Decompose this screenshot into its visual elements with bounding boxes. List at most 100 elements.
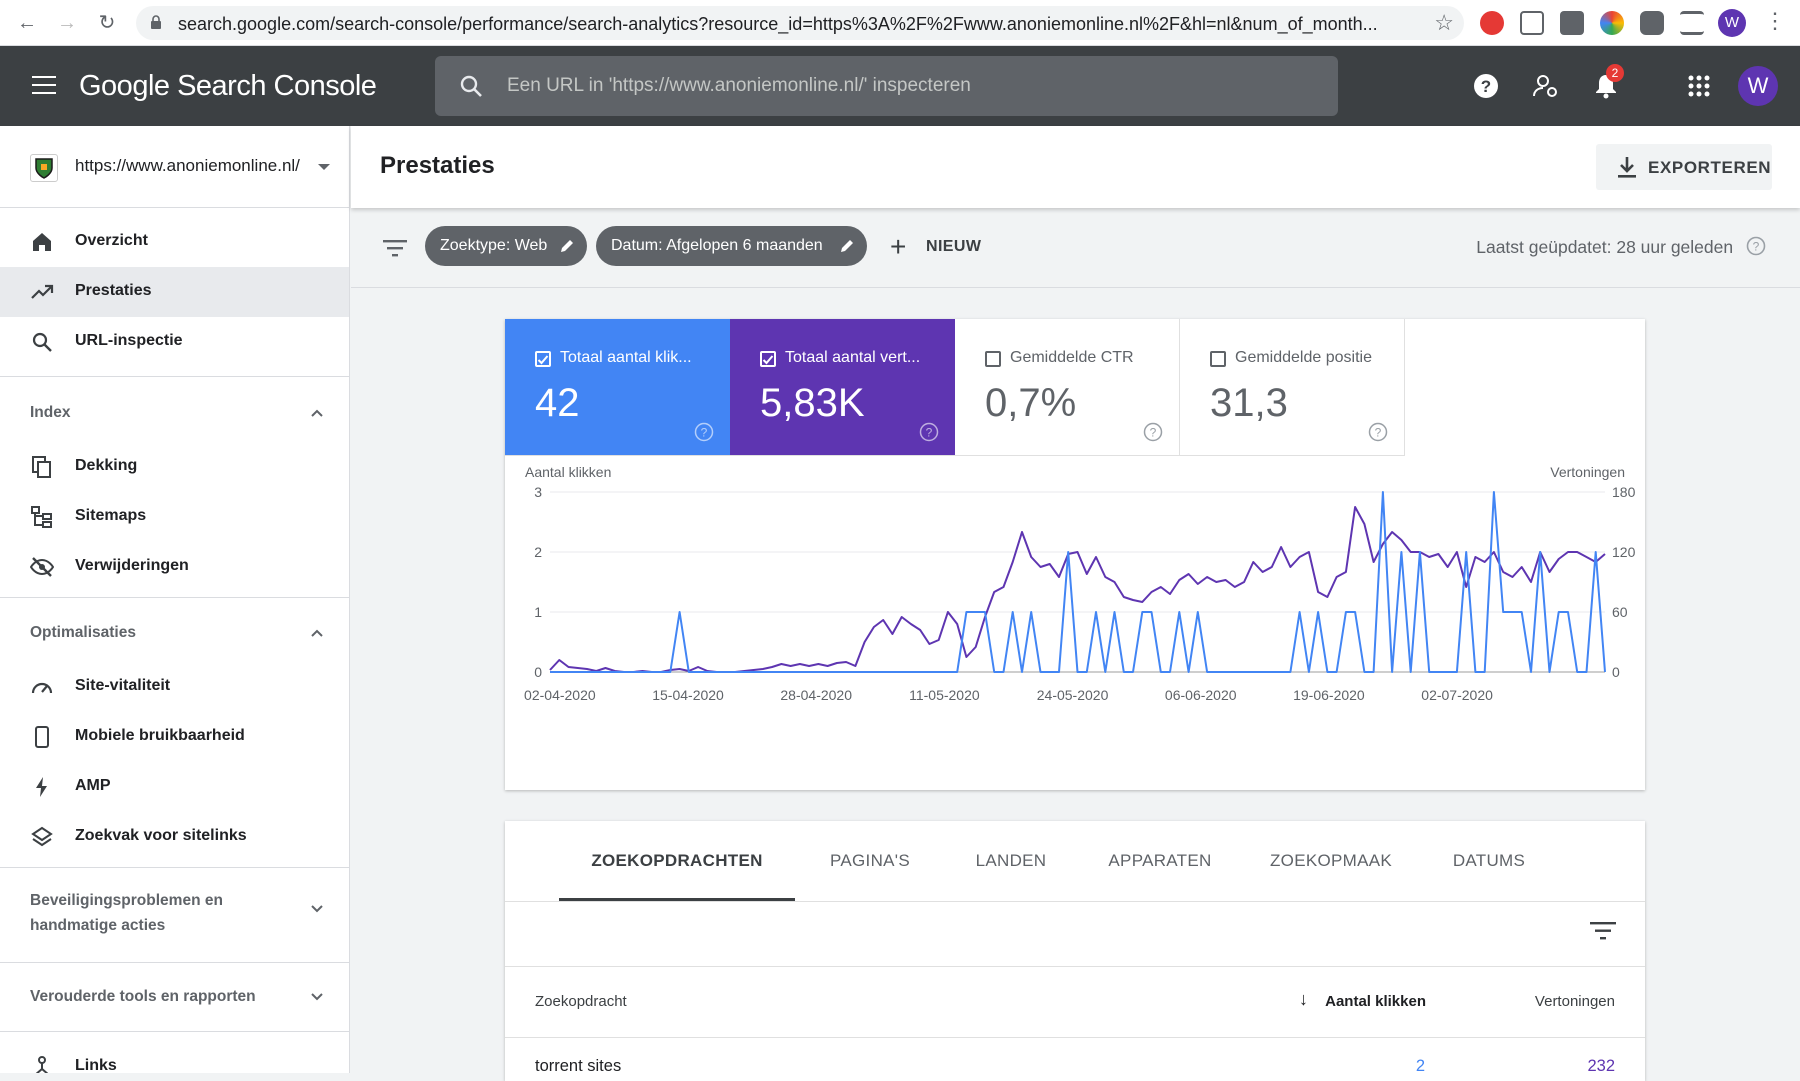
help-circle-icon[interactable]: ? xyxy=(1368,422,1388,442)
sidebar-item-prestaties[interactable]: Prestaties xyxy=(0,267,349,317)
extension-mail-icon[interactable] xyxy=(1560,11,1584,35)
tab-paginas[interactable]: PAGINA'S xyxy=(830,851,910,870)
sidebar-item-overzicht[interactable]: Overzicht xyxy=(0,217,349,267)
export-button[interactable]: EXPORTEREN xyxy=(1596,144,1772,190)
phone-icon xyxy=(35,726,49,748)
url-text[interactable]: search.google.com/search-console/perform… xyxy=(178,14,1378,34)
metric-total-impressions[interactable]: Totaal aantal vert... 5,83K ? xyxy=(730,319,955,456)
table-row-query[interactable]: torrent sites xyxy=(535,1057,622,1075)
active-tab-indicator xyxy=(559,898,795,901)
sidebar-item-zoekvak-sitelinks[interactable]: Zoekvak voor sitelinks xyxy=(0,812,349,862)
metric-value: 31,3 xyxy=(1210,381,1288,425)
performance-card: Totaal aantal klik... 42 ? Totaal aantal… xyxy=(505,319,1645,790)
y-left-tick-label: 3 xyxy=(534,484,542,500)
trending-up-icon xyxy=(31,284,54,299)
sidebar-item-mobiele-bruikbaarheid[interactable]: Mobiele bruikbaarheid xyxy=(0,712,349,762)
tab-zoekopmaak[interactable]: ZOEKOPMAAK xyxy=(1269,851,1393,870)
account-avatar[interactable]: W xyxy=(1738,66,1778,106)
performance-chart[interactable]: Aantal klikken Vertoningen 3 2 1 0 180 120 60… xyxy=(505,456,1645,790)
tab-apparaten[interactable]: APPARATEN xyxy=(1108,851,1212,870)
y-left-ticks: 3 2 1 0 xyxy=(534,484,542,680)
filter-icon[interactable] xyxy=(383,239,407,257)
chevron-up-icon[interactable] xyxy=(310,626,324,640)
url-inspect-input[interactable] xyxy=(507,56,1307,116)
page-title: Prestaties xyxy=(380,152,495,179)
table-row-clicks: 2 xyxy=(1415,1057,1425,1075)
chevron-down-icon[interactable] xyxy=(310,902,324,916)
sitemap-icon xyxy=(31,506,52,528)
x-axis-ticks: 02-04-2020 15-04-2020 28-04-2020 11-05-2020… xyxy=(524,687,1493,703)
browser-profile-avatar[interactable]: W xyxy=(1718,9,1746,37)
metric-total-clicks[interactable]: Totaal aantal klik... 42 ? xyxy=(505,319,730,456)
divider xyxy=(505,1037,1645,1038)
edit-pencil-icon[interactable] xyxy=(559,238,575,254)
edit-pencil-icon[interactable] xyxy=(839,238,855,254)
section-security-header[interactable]: Beveiligingsproblemen en handmatige acti… xyxy=(30,888,223,938)
sidebar-item-site-vitaliteit[interactable]: Site-vitaliteit xyxy=(0,662,349,712)
extension-color-icon[interactable] xyxy=(1600,11,1624,35)
bookmark-star-icon[interactable]: ☆ xyxy=(1434,10,1454,35)
user-settings-icon[interactable] xyxy=(1532,72,1560,100)
y-right-tick-label: 60 xyxy=(1612,604,1628,620)
chevron-up-icon[interactable] xyxy=(310,406,324,420)
chip-search-type[interactable]: Zoektype: Web xyxy=(425,226,587,266)
help-circle-icon[interactable]: ? xyxy=(694,422,714,442)
back-icon[interactable]: ← xyxy=(17,12,37,34)
section-index-header[interactable]: Index xyxy=(30,404,71,421)
sidebar-item-label: AMP xyxy=(75,777,111,794)
help-circle-icon[interactable]: ? xyxy=(1746,236,1766,256)
tab-datums[interactable]: DATUMS xyxy=(1452,851,1526,870)
extension-opera-icon[interactable] xyxy=(1480,11,1504,35)
metric-value: 42 xyxy=(535,381,580,425)
forward-icon[interactable]: → xyxy=(57,12,77,34)
sidebar-item-dekking[interactable]: Dekking xyxy=(0,442,349,492)
table-row-impressions: 232 xyxy=(1587,1057,1615,1075)
help-circle-icon[interactable]: ? xyxy=(1143,422,1163,442)
apps-grid-icon[interactable] xyxy=(1685,72,1713,100)
browser-menu-icon[interactable]: ⋮ xyxy=(1764,8,1786,33)
chevron-down-icon[interactable] xyxy=(310,990,324,1004)
metric-checkbox[interactable] xyxy=(535,351,551,367)
hamburger-menu-icon[interactable] xyxy=(32,76,56,95)
media-queue-icon[interactable] xyxy=(1680,11,1704,35)
sidebar-item-label: Verwijderingen xyxy=(75,557,189,574)
column-header-clicks[interactable]: ↓ Aantal klikken xyxy=(1299,989,1426,1010)
reload-icon[interactable]: ↻ xyxy=(98,12,116,34)
divider xyxy=(505,966,1645,967)
y-left-axis-label: Aantal klikken xyxy=(525,464,611,480)
sidebar-item-url-inspectie[interactable]: URL-inspectie xyxy=(0,317,349,367)
divider xyxy=(0,867,349,868)
dropdown-caret-icon[interactable] xyxy=(318,164,330,170)
metric-average-ctr[interactable]: Gemiddelde CTR 0,7% ? xyxy=(955,319,1180,456)
search-console-logo[interactable]: Google Search Console xyxy=(79,70,377,103)
metric-checkbox[interactable] xyxy=(760,351,776,367)
help-circle-icon[interactable]: ? xyxy=(919,422,939,442)
address-bar[interactable]: search.google.com/search-console/perform… xyxy=(136,6,1464,40)
metric-average-position[interactable]: Gemiddelde positie 31,3 ? xyxy=(1180,319,1405,456)
lock-icon xyxy=(151,15,161,29)
metric-checkbox[interactable] xyxy=(985,351,1001,367)
property-selector[interactable]: https://www.anoniemonline.nl/ xyxy=(0,126,349,208)
help-icon[interactable]: ? xyxy=(1472,72,1500,100)
sidebar-item-sitemaps[interactable]: Sitemaps xyxy=(0,492,349,542)
metric-value: 5,83K xyxy=(760,381,865,425)
sidebar-item-label: Sitemaps xyxy=(75,507,147,524)
url-inspect-search-box[interactable] xyxy=(435,56,1338,116)
sidebar-item-links[interactable]: Links xyxy=(0,1042,349,1073)
y-left-tick-label: 0 xyxy=(534,664,542,680)
property-url: https://www.anoniemonline.nl/ xyxy=(75,156,300,175)
tab-zoekopdrachten[interactable]: ZOEKOPDRACHTEN xyxy=(591,851,763,870)
section-legacy-header[interactable]: Verouderde tools en rapporten xyxy=(30,988,256,1005)
app-header: Google Search Console ? 2 W xyxy=(0,46,1800,126)
sidebar-item-amp[interactable]: AMP xyxy=(0,762,349,812)
table-filter-icon[interactable] xyxy=(1590,921,1616,941)
tab-landen[interactable]: LANDEN xyxy=(975,851,1047,870)
section-optimalisaties-header[interactable]: Optimalisaties xyxy=(30,624,136,641)
column-header-impressions[interactable]: Vertoningen xyxy=(1534,993,1615,1010)
extensions-puzzle-icon[interactable] xyxy=(1640,11,1664,35)
extension-screenshot-icon[interactable] xyxy=(1520,11,1544,35)
chip-date-range[interactable]: Datum: Afgelopen 6 maanden xyxy=(596,226,867,266)
column-header-query[interactable]: Zoekopdracht xyxy=(535,993,627,1010)
sidebar-item-verwijderingen[interactable]: Verwijderingen xyxy=(0,542,349,592)
metric-checkbox[interactable] xyxy=(1210,351,1226,367)
